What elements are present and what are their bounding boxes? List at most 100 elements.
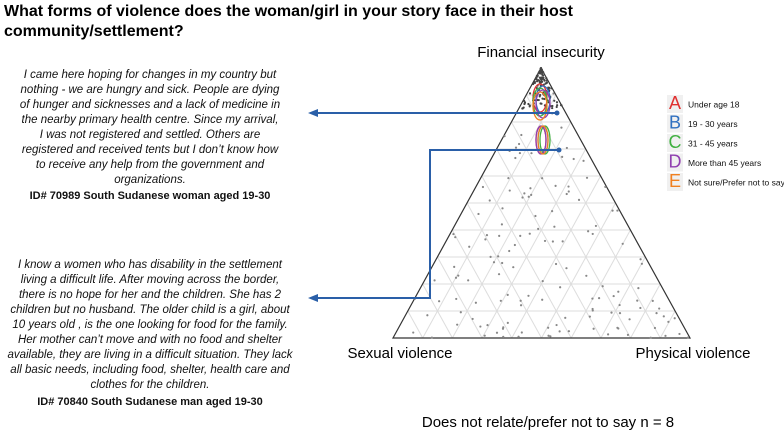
dot <box>591 297 594 300</box>
dot <box>585 274 588 277</box>
dot <box>559 103 563 107</box>
legend-swatch <box>667 114 683 133</box>
dot <box>529 187 532 190</box>
arrowhead <box>308 294 318 302</box>
dot <box>545 81 548 84</box>
dot <box>612 294 615 298</box>
dot <box>501 207 504 210</box>
quote-line: clothes for the children. <box>91 379 210 391</box>
dot <box>479 325 482 328</box>
dot <box>565 192 568 196</box>
dot <box>528 232 531 235</box>
dot <box>523 102 526 106</box>
dot <box>549 335 552 338</box>
group-ellipse <box>535 125 547 155</box>
grid-line <box>525 94 661 339</box>
quote-line: 10 years old , is the one looking for fo… <box>12 319 287 331</box>
dot <box>618 303 621 307</box>
grid-line <box>570 229 631 339</box>
dot <box>484 238 487 241</box>
dot <box>513 243 516 247</box>
dot <box>508 249 511 253</box>
quote-line: nothing - we are hungry and sick. People… <box>21 84 281 96</box>
dot <box>548 86 551 89</box>
dot <box>617 327 620 330</box>
dot <box>535 78 538 81</box>
dot <box>506 321 509 324</box>
dot <box>538 95 541 98</box>
legend-letter: A <box>669 93 681 113</box>
dot <box>453 265 456 268</box>
dot <box>636 299 639 302</box>
dot <box>541 73 544 76</box>
dot <box>452 232 455 236</box>
group-ellipse <box>532 91 548 121</box>
dot <box>502 335 505 338</box>
dot <box>649 336 652 339</box>
quote-line: the nearby primary health centre. Since … <box>22 114 279 126</box>
dot <box>653 326 657 330</box>
legend-swatch <box>667 153 683 172</box>
dot <box>503 135 506 138</box>
dot <box>514 156 517 160</box>
dot <box>527 195 530 198</box>
dot <box>545 79 549 82</box>
dot <box>591 232 594 236</box>
dot <box>673 317 676 320</box>
grid-line <box>541 202 616 339</box>
dot <box>597 297 601 300</box>
dot <box>519 234 522 237</box>
dot <box>521 196 524 199</box>
dot <box>477 212 480 216</box>
dot <box>588 315 591 318</box>
dot <box>543 239 547 243</box>
dot <box>541 76 544 79</box>
group-ellipse <box>539 125 551 155</box>
dot <box>554 184 557 187</box>
dot <box>508 189 511 192</box>
dot <box>498 234 501 237</box>
dot <box>535 74 539 77</box>
legend-swatch <box>667 134 683 152</box>
dot <box>486 324 489 327</box>
dot <box>545 76 548 80</box>
dot <box>501 261 504 265</box>
dot <box>532 82 535 86</box>
dot <box>577 198 581 201</box>
dot <box>543 79 546 82</box>
dot <box>550 87 553 90</box>
legend-label: Not sure/Prefer not to say <box>688 177 784 187</box>
dot <box>454 236 457 239</box>
dot <box>519 304 523 307</box>
dot <box>551 106 554 110</box>
legend-label: 19 - 30 years <box>688 119 738 129</box>
dot <box>541 279 544 283</box>
dot <box>547 326 550 329</box>
dot <box>489 255 492 258</box>
dot <box>582 159 585 162</box>
dot <box>538 76 542 79</box>
arrow <box>316 149 558 299</box>
dot <box>664 334 667 337</box>
dot <box>520 331 523 334</box>
vertex-label: Financial insecurity <box>477 44 605 61</box>
quote-line: registered and received tents but I don’… <box>22 144 279 156</box>
dot <box>564 316 567 319</box>
dot <box>499 299 502 302</box>
dot <box>537 227 540 230</box>
dot <box>592 327 595 330</box>
dot <box>488 199 491 202</box>
dot <box>412 331 415 334</box>
dot <box>468 245 471 248</box>
dot <box>497 273 501 276</box>
dot <box>467 279 470 282</box>
dot <box>547 334 550 337</box>
dot <box>621 242 624 245</box>
grid-line <box>600 256 646 339</box>
dot <box>551 104 554 108</box>
dot <box>527 294 530 297</box>
quote-line: to receive any help from the government … <box>36 159 265 171</box>
dot <box>606 333 610 336</box>
dot <box>495 331 499 334</box>
dot <box>483 334 486 337</box>
